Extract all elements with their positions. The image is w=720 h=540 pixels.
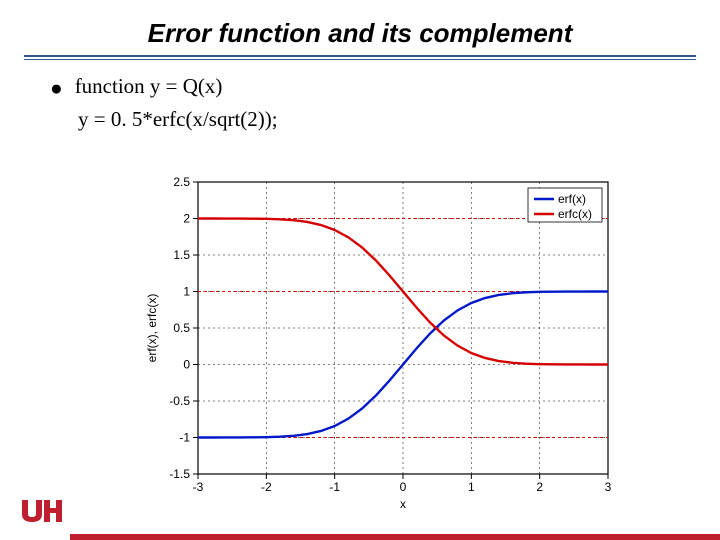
xtick-label: 2	[536, 480, 543, 494]
ylabel: erf(x), erfc(x)	[145, 294, 159, 363]
ytick-label: 1.5	[173, 248, 190, 262]
ytick-label: 1	[183, 285, 190, 299]
ytick-label: -1	[179, 431, 190, 445]
xtick-label: 3	[605, 480, 612, 494]
ytick-label: 2	[183, 212, 190, 226]
xtick-label: -3	[193, 480, 204, 494]
title-rule-thick	[24, 55, 696, 57]
bullet-text: function y = Q(x)	[75, 74, 223, 99]
ytick-label: 2.5	[173, 175, 190, 189]
xtick-label: 1	[468, 480, 475, 494]
ytick-label: 0	[183, 358, 190, 372]
bullet-item: ● function y = Q(x)	[50, 74, 680, 99]
uh-logo-icon	[18, 492, 64, 530]
ytick-label: -0.5	[169, 394, 190, 408]
xtick-label: -1	[329, 480, 340, 494]
xlabel: x	[400, 497, 406, 511]
bullet-dot-icon: ●	[50, 74, 63, 99]
footer-accent-bar	[70, 534, 720, 540]
legend-label: erf(x)	[558, 192, 586, 206]
ytick-label: -1.5	[169, 467, 190, 481]
legend-label: erfc(x)	[558, 207, 592, 221]
bullet-subtext: y = 0. 5*erfc(x/sqrt(2));	[78, 99, 680, 132]
xtick-label: 0	[400, 480, 407, 494]
slide-title-wrap: Error function and its complement	[0, 0, 720, 53]
xtick-label: -2	[261, 480, 272, 494]
slide-title: Error function and its complement	[148, 18, 573, 48]
bullet-list: ● function y = Q(x) y = 0. 5*erfc(x/sqrt…	[0, 60, 720, 136]
erf-chart: -3 -2 -1 0 1 2 3 -1.5 -1 -0.5 0 0.5 1 1.5 2 2.5 x erf(x),…	[140, 172, 620, 512]
ytick-label: 0.5	[173, 321, 190, 335]
